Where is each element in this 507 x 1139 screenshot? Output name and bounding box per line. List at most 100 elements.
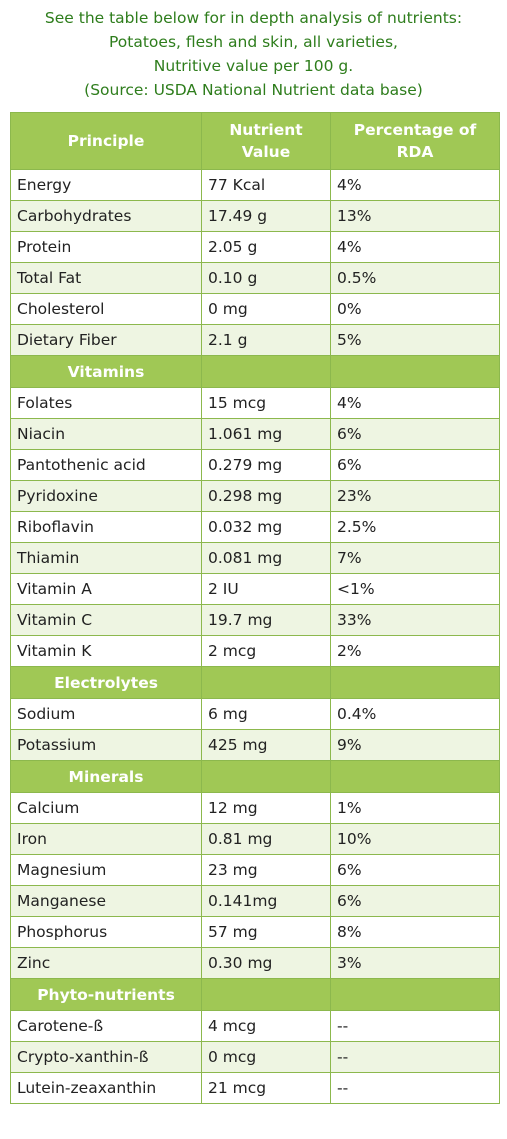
rda-percentage-cell: --: [330, 1041, 500, 1073]
section-empty-cell: [330, 760, 500, 793]
nutrient-value-cell: 0 mg: [201, 293, 331, 325]
table-row: Niacin 1.061 mg 6%: [10, 418, 500, 450]
nutrient-name-cell: Riboflavin: [10, 511, 202, 543]
nutrient-value-cell: 6 mg: [201, 698, 331, 730]
nutrient-name-cell: Carbohydrates: [10, 200, 202, 232]
nutrient-value-cell: 0.032 mg: [201, 511, 331, 543]
rda-percentage-cell: 33%: [330, 604, 500, 636]
nutrient-value-cell: 0.10 g: [201, 262, 331, 294]
rda-percentage-cell: 4%: [330, 231, 500, 263]
section-empty-cell: [201, 666, 331, 699]
rda-percentage-cell: 2%: [330, 635, 500, 667]
rda-percentage-cell: 1%: [330, 792, 500, 824]
nutrient-value-cell: 19.7 mg: [201, 604, 331, 636]
section-header-row: Minerals: [10, 760, 500, 793]
rda-percentage-cell: --: [330, 1072, 500, 1104]
rda-percentage-cell: 3%: [330, 947, 500, 979]
rda-percentage-cell: 2.5%: [330, 511, 500, 543]
table-row: Calcium 12 mg 1%: [10, 792, 500, 824]
rda-percentage-cell: 0.4%: [330, 698, 500, 730]
table-row: Pantothenic acid 0.279 mg 6%: [10, 449, 500, 481]
nutrient-name-cell: Crypto-xanthin-ß: [10, 1041, 202, 1073]
nutrient-name-cell: Dietary Fiber: [10, 324, 202, 356]
rda-percentage-cell: 5%: [330, 324, 500, 356]
nutrient-value-cell: 21 mcg: [201, 1072, 331, 1104]
nutrient-name-cell: Energy: [10, 169, 202, 201]
nutrient-value-cell: 2.1 g: [201, 324, 331, 356]
intro-text: See the table below for in depth analysi…: [0, 0, 507, 112]
section-empty-cell: [330, 978, 500, 1011]
nutrient-name-cell: Lutein-zeaxanthin: [10, 1072, 202, 1104]
nutrient-value-cell: 17.49 g: [201, 200, 331, 232]
section-header-row: Vitamins: [10, 355, 500, 388]
nutrient-name-cell: Sodium: [10, 698, 202, 730]
nutrient-name-cell: Phosphorus: [10, 916, 202, 948]
table-row: Phosphorus 57 mg 8%: [10, 916, 500, 948]
nutrient-name-cell: Pyridoxine: [10, 480, 202, 512]
section-empty-cell: [201, 355, 331, 388]
rda-percentage-cell: 8%: [330, 916, 500, 948]
nutrient-name-cell: Vitamin A: [10, 573, 202, 605]
section-label: Phyto-nutrients: [10, 978, 202, 1011]
nutrient-name-cell: Total Fat: [10, 262, 202, 294]
table-row: Sodium 6 mg 0.4%: [10, 698, 500, 730]
rda-percentage-cell: 6%: [330, 885, 500, 917]
rda-percentage-cell: 4%: [330, 387, 500, 419]
table-row: Total Fat 0.10 g 0.5%: [10, 262, 500, 294]
table-row: Vitamin C 19.7 mg 33%: [10, 604, 500, 636]
nutrient-value-cell: 0.30 mg: [201, 947, 331, 979]
intro-line: (Source: USDA National Nutrient data bas…: [84, 81, 423, 99]
table-header-row: Principle Nutrient Value Percentage of R…: [10, 112, 500, 170]
rda-percentage-cell: <1%: [330, 573, 500, 605]
table-row: Carbohydrates 17.49 g 13%: [10, 200, 500, 232]
section-label: Vitamins: [10, 355, 202, 388]
table-row: Protein 2.05 g 4%: [10, 231, 500, 263]
rda-percentage-cell: --: [330, 1010, 500, 1042]
header-nutrient-value: Nutrient Value: [201, 112, 331, 170]
rda-percentage-cell: 4%: [330, 169, 500, 201]
table-row: Carotene-ß 4 mcg --: [10, 1010, 500, 1042]
intro-line: See the table below for in depth analysi…: [44, 9, 463, 27]
nutrient-value-cell: 57 mg: [201, 916, 331, 948]
table-row: Energy 77 Kcal 4%: [10, 169, 500, 201]
table-row: Crypto-xanthin-ß 0 mcg --: [10, 1041, 500, 1073]
rda-percentage-cell: 9%: [330, 729, 500, 761]
nutrient-value-cell: 0.081 mg: [201, 542, 331, 574]
table-row: Potassium 425 mg 9%: [10, 729, 500, 761]
table-row: Riboflavin 0.032 mg 2.5%: [10, 511, 500, 543]
nutrient-value-cell: 0 mcg: [201, 1041, 331, 1073]
nutrient-table: Principle Nutrient Value Percentage of R…: [10, 112, 500, 1104]
rda-percentage-cell: 6%: [330, 854, 500, 886]
table-row: Pyridoxine 0.298 mg 23%: [10, 480, 500, 512]
nutrient-value-cell: 0.279 mg: [201, 449, 331, 481]
rda-percentage-cell: 23%: [330, 480, 500, 512]
section-empty-cell: [330, 355, 500, 388]
nutrient-name-cell: Vitamin K: [10, 635, 202, 667]
nutrient-name-cell: Pantothenic acid: [10, 449, 202, 481]
nutrient-name-cell: Protein: [10, 231, 202, 263]
nutrient-value-cell: 2.05 g: [201, 231, 331, 263]
rda-percentage-cell: 6%: [330, 449, 500, 481]
table-row: Magnesium 23 mg 6%: [10, 854, 500, 886]
header-percentage-rda: Percentage of RDA: [330, 112, 500, 170]
nutrient-value-cell: 425 mg: [201, 729, 331, 761]
section-empty-cell: [201, 760, 331, 793]
rda-percentage-cell: 0%: [330, 293, 500, 325]
nutrient-value-cell: 0.141mg: [201, 885, 331, 917]
rda-percentage-cell: 7%: [330, 542, 500, 574]
section-empty-cell: [201, 978, 331, 1011]
nutrient-name-cell: Potassium: [10, 729, 202, 761]
rda-percentage-cell: 0.5%: [330, 262, 500, 294]
nutrient-value-cell: 77 Kcal: [201, 169, 331, 201]
nutrient-value-cell: 12 mg: [201, 792, 331, 824]
nutrient-name-cell: Zinc: [10, 947, 202, 979]
table-row: Manganese 0.141mg 6%: [10, 885, 500, 917]
rda-percentage-cell: 6%: [330, 418, 500, 450]
nutrient-value-cell: 23 mg: [201, 854, 331, 886]
section-header-row: Electrolytes: [10, 666, 500, 699]
table-row: Thiamin 0.081 mg 7%: [10, 542, 500, 574]
section-label: Minerals: [10, 760, 202, 793]
nutrient-value-cell: 2 IU: [201, 573, 331, 605]
nutrient-name-cell: Thiamin: [10, 542, 202, 574]
